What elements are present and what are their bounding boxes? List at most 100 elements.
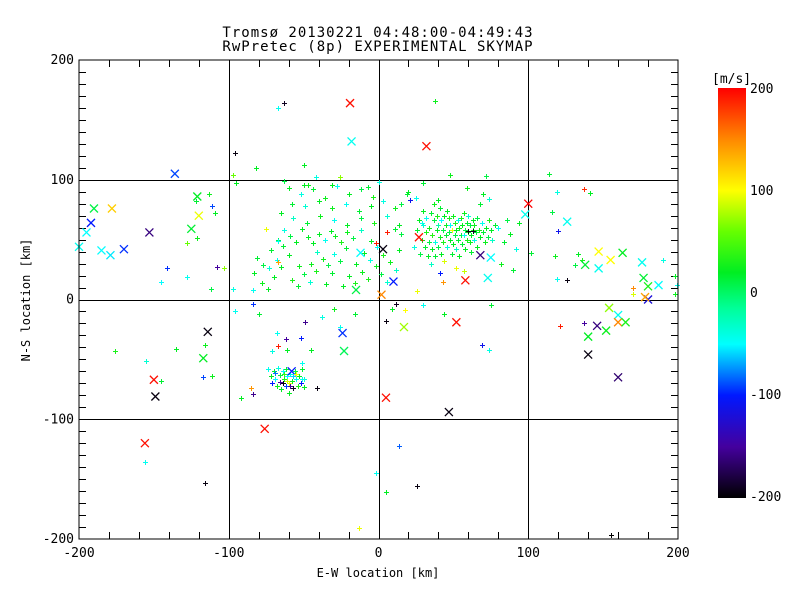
data-point-plus	[257, 312, 262, 317]
data-point-plus	[415, 484, 420, 489]
data-point-plus	[299, 336, 304, 341]
data-point-cross	[82, 227, 91, 237]
data-point-plus	[471, 229, 476, 234]
data-point-cross	[486, 253, 496, 263]
data-point-plus	[266, 367, 271, 372]
data-point-plus	[282, 179, 287, 184]
data-point-plus	[324, 282, 329, 287]
data-point-plus	[287, 253, 292, 258]
data-point-plus	[143, 460, 148, 465]
data-point-plus	[424, 216, 429, 221]
data-point-plus	[480, 343, 485, 348]
data-point-plus	[269, 248, 274, 253]
data-point-plus	[222, 266, 227, 271]
data-point-plus	[288, 234, 293, 239]
data-point-plus	[332, 307, 337, 312]
data-point-plus	[403, 308, 408, 313]
data-point-plus	[438, 235, 443, 240]
data-point-plus	[565, 278, 570, 283]
data-point-plus	[445, 209, 450, 214]
data-point-plus	[275, 384, 280, 389]
data-point-plus	[174, 347, 179, 352]
data-point-cross	[639, 273, 649, 283]
data-point-plus	[631, 292, 636, 297]
data-point-plus	[300, 377, 305, 382]
data-point-plus	[471, 218, 476, 223]
data-point-plus	[278, 373, 283, 378]
data-point-plus	[311, 187, 316, 192]
data-point-plus	[290, 278, 295, 283]
data-point-plus	[421, 181, 426, 186]
data-point-plus	[480, 221, 485, 226]
data-point-cross	[444, 407, 454, 417]
data-point-plus	[276, 344, 281, 349]
data-point-plus	[344, 246, 349, 251]
data-point-plus	[299, 381, 304, 386]
data-point-plus	[505, 218, 510, 223]
data-point-plus	[385, 214, 390, 219]
data-point-plus	[460, 223, 465, 228]
data-point-plus	[415, 289, 420, 294]
data-point-plus	[555, 277, 560, 282]
data-point-cross	[89, 204, 99, 213]
data-point-plus	[323, 238, 328, 243]
data-point-plus	[278, 380, 283, 385]
data-point-cross	[198, 353, 208, 363]
data-point-plus	[489, 303, 494, 308]
data-point-plus	[273, 371, 278, 376]
data-point-cross	[107, 204, 117, 213]
data-point-plus	[273, 377, 278, 382]
data-point-cross	[613, 372, 623, 382]
data-point-cross	[583, 332, 593, 342]
data-point-cross	[643, 281, 653, 291]
data-point-plus	[448, 173, 453, 178]
data-point-plus	[547, 172, 552, 177]
x-axis-title: E-W location [km]	[317, 566, 440, 580]
data-point-plus	[475, 216, 480, 221]
data-point-plus	[203, 343, 208, 348]
data-point-plus	[290, 202, 295, 207]
data-point-plus	[368, 258, 373, 263]
data-point-plus	[308, 280, 313, 285]
data-point-plus	[333, 234, 338, 239]
data-point-plus	[201, 375, 206, 380]
plot-subtitle: RwPretec (8p) EXPERIMENTAL SKYMAP	[222, 39, 533, 55]
data-point-plus	[499, 262, 504, 267]
data-point-plus	[302, 385, 307, 390]
colorbar-title: [m/s]	[712, 72, 751, 87]
data-point-plus	[558, 324, 563, 329]
data-point-cross	[460, 275, 470, 285]
data-point-plus	[483, 240, 488, 245]
data-point-plus	[430, 233, 435, 238]
data-point-cross	[640, 292, 650, 302]
data-point-plus	[486, 235, 491, 240]
data-point-plus	[344, 202, 349, 207]
data-point-plus	[426, 254, 431, 259]
data-point-plus	[254, 166, 259, 171]
colorbar-tick-label: 100	[750, 184, 773, 199]
plot-title: Tromsø 20130221 04:48:00-04:49:43	[222, 25, 533, 41]
data-point-plus	[588, 191, 593, 196]
data-point-plus	[393, 227, 398, 232]
data-point-cross	[339, 346, 349, 356]
data-point-plus	[276, 106, 281, 111]
data-point-plus	[302, 272, 307, 277]
data-point-plus	[279, 211, 284, 216]
colorbar-tick-label: 200	[750, 82, 773, 97]
data-point-plus	[447, 230, 452, 235]
data-point-plus	[270, 349, 275, 354]
data-point-plus	[366, 277, 371, 282]
data-point-plus	[338, 175, 343, 180]
data-point-plus	[447, 216, 452, 221]
data-point-plus	[335, 184, 340, 189]
data-point-plus	[478, 202, 483, 207]
data-point-plus	[266, 287, 271, 292]
data-point-plus	[300, 367, 305, 372]
x-tick-label: 200	[666, 546, 689, 561]
data-point-plus	[466, 214, 471, 219]
data-point-plus	[360, 270, 365, 275]
data-point-plus	[314, 175, 319, 180]
data-point-plus	[374, 471, 379, 476]
data-point-cross	[399, 322, 409, 332]
